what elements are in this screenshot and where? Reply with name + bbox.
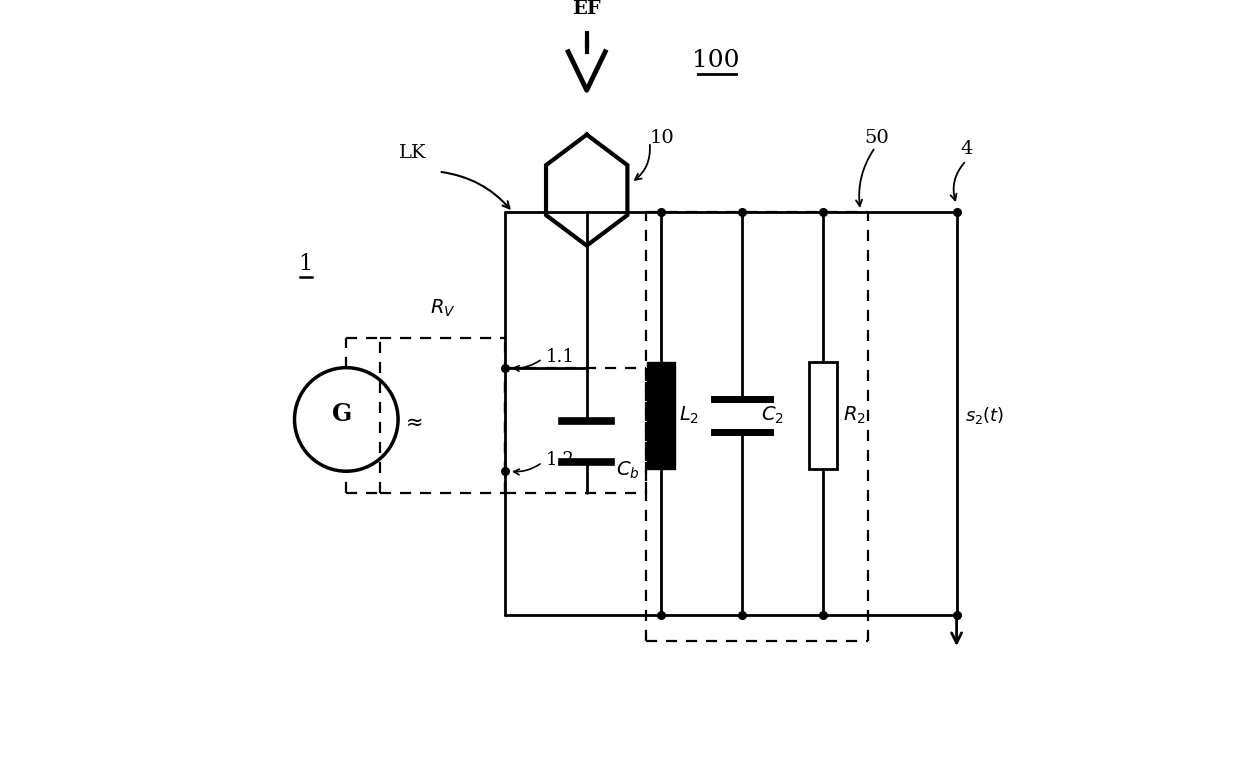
Text: 1.2: 1.2 <box>546 451 575 469</box>
Text: 4: 4 <box>960 140 972 158</box>
Text: $C_2$: $C_2$ <box>760 405 784 426</box>
Text: 10: 10 <box>650 129 675 147</box>
Text: $R_2$: $R_2$ <box>843 405 867 426</box>
Text: $C_b$: $C_b$ <box>616 460 640 481</box>
Text: 100: 100 <box>692 49 740 72</box>
Text: G: G <box>332 401 352 425</box>
Bar <box>646 362 675 470</box>
Text: 50: 50 <box>864 129 889 147</box>
Text: LK: LK <box>399 144 427 162</box>
Text: ≈: ≈ <box>405 413 423 433</box>
Bar <box>810 362 837 470</box>
Text: $L_2$: $L_2$ <box>680 405 699 426</box>
Text: EF: EF <box>573 0 601 18</box>
Text: $R_V$: $R_V$ <box>429 298 455 319</box>
Text: 1: 1 <box>299 253 312 275</box>
Text: 1.1: 1.1 <box>546 347 575 366</box>
Text: $s_2(t)$: $s_2(t)$ <box>966 405 1004 426</box>
